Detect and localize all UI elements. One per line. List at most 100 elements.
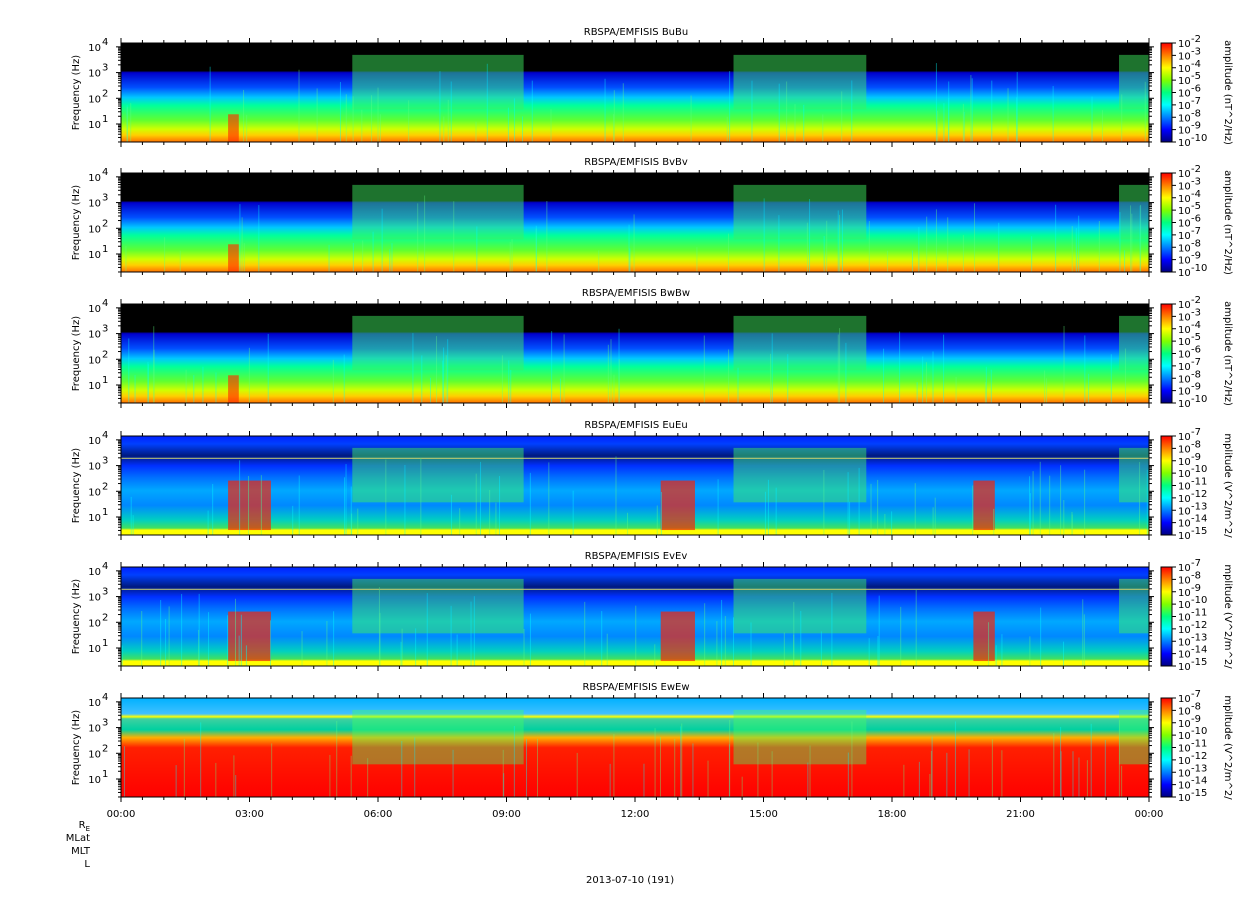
colorbar-tick-exponent: -13 [1191, 501, 1207, 512]
colorbar-tick-exponent: -7 [1191, 226, 1201, 237]
spectral-features [128, 315, 1149, 403]
y-axis-label: Frequency (Hz) [71, 316, 82, 392]
colorbar-tick-exponent: -11 [1191, 739, 1207, 750]
y-tick-label: 10 [88, 120, 101, 131]
panel-title: RBSPA/EMFISIS BvBv [584, 157, 688, 168]
y-tick-label: 10 [88, 513, 101, 524]
y-tick-exponent: 2 [102, 349, 108, 360]
x-axis: 00:00 03:00 06:00 09:00 12:00 15:00 18:00 21:00… [107, 809, 1164, 820]
colorbar-tick-label: 10 [1178, 793, 1191, 804]
colorbar-tick-label: 10 [1178, 399, 1191, 410]
colorbar-tick-label: 10 [1178, 138, 1191, 149]
colorbar-tick-label: 10 [1178, 387, 1191, 398]
colorbar-tick-label: 10 [1178, 662, 1191, 673]
spectrogram-panel-5: RBSPA/EMFISIS EvEv101102103104Frequency … [71, 551, 1233, 673]
colorbar-tick-label: 10 [1178, 89, 1191, 100]
y-tick-exponent: 4 [102, 167, 108, 178]
y-tick-exponent: 1 [102, 638, 108, 649]
colorbar-tick-exponent: -10 [1191, 394, 1207, 405]
colorbar-tick-exponent: -2 [1191, 295, 1201, 306]
colorbar-tick-exponent: -14 [1191, 645, 1207, 656]
colorbar-tick-exponent: -5 [1191, 332, 1201, 343]
colorbar-tick-exponent: -7 [1191, 96, 1201, 107]
colorbar-tick-label: 10 [1178, 219, 1191, 230]
colorbar-label: mplitude (V^2/m^2/ [1222, 433, 1233, 538]
spectral-features [121, 447, 1149, 535]
y-tick-exponent: 4 [102, 430, 108, 441]
spectrogram-panel-1: RBSPA/EMFISIS BuBu101102103104Frequency … [71, 27, 1233, 149]
colorbar-tick-label: 10 [1178, 482, 1191, 493]
colorbar-tick-label: 10 [1178, 519, 1191, 530]
y-axis-label: Frequency (Hz) [71, 710, 82, 786]
colorbar-tick-exponent: -7 [1191, 689, 1201, 700]
y-tick-label: 10 [88, 644, 101, 655]
spectrogram-background [121, 43, 1149, 142]
colorbar-tick-label: 10 [1178, 469, 1191, 480]
colorbar-tick-exponent: -8 [1191, 439, 1201, 450]
ephem-label-l: L [84, 859, 90, 870]
y-tick-exponent: 1 [102, 507, 108, 518]
colorbar-tick-exponent: -10 [1191, 133, 1207, 144]
colorbar-tick-exponent: -12 [1191, 489, 1207, 500]
y-tick-label: 10 [88, 593, 101, 604]
colorbar-tick-label: 10 [1178, 64, 1191, 75]
colorbar-tick-exponent: -10 [1191, 726, 1207, 737]
panel-title: RBSPA/EMFISIS BuBu [584, 27, 688, 38]
y-axis-label: Frequency (Hz) [71, 579, 82, 655]
colorbar-label: mplitude (V^2/m^2/ [1222, 695, 1233, 800]
colorbar-tick-label: 10 [1178, 51, 1191, 62]
colorbar-label: amplitude (nT^2/Hz) [1222, 170, 1233, 275]
y-tick-label: 10 [88, 749, 101, 760]
spectrogram-background [121, 304, 1149, 403]
colorbar-tick-exponent: -9 [1191, 452, 1201, 463]
x-tick-label: 00:00 [107, 809, 136, 820]
date-label: 2013-07-10 (191) [586, 875, 675, 886]
y-tick-label: 10 [88, 224, 101, 235]
colorbar-tick-exponent: -13 [1191, 632, 1207, 643]
y-axis-label: Frequency (Hz) [71, 55, 82, 131]
colorbar-tick-exponent: -9 [1191, 251, 1201, 262]
y-tick-exponent: 3 [102, 193, 108, 204]
colorbar-label: amplitude (nT^2/Hz) [1222, 301, 1233, 406]
spectral-features [125, 184, 1149, 272]
colorbar-tick-exponent: -7 [1191, 357, 1201, 368]
y-tick-exponent: 2 [102, 743, 108, 754]
x-tick-label: 15:00 [749, 809, 778, 820]
y-tick-label: 10 [88, 304, 101, 315]
colorbar-tick-exponent: -10 [1191, 595, 1207, 606]
colorbar-tick-exponent: -5 [1191, 71, 1201, 82]
colorbar-tick-label: 10 [1178, 76, 1191, 87]
colorbar-tick-exponent: -4 [1191, 189, 1201, 200]
y-tick-exponent: 4 [102, 692, 108, 703]
y-tick-exponent: 3 [102, 587, 108, 598]
y-tick-label: 10 [88, 199, 101, 210]
y-tick-label: 10 [88, 487, 101, 498]
ephem-label-mlt: MLT [71, 846, 90, 857]
panel-title: RBSPA/EMFISIS EuEu [584, 420, 687, 431]
x-tick-label: 06:00 [364, 809, 393, 820]
colorbar-tick-exponent: -3 [1191, 46, 1201, 57]
y-tick-label: 10 [88, 250, 101, 261]
colorbar-tick-label: 10 [1178, 531, 1191, 542]
colorbar-tick-label: 10 [1178, 457, 1191, 468]
y-tick-exponent: 1 [102, 244, 108, 255]
y-tick-label: 10 [88, 94, 101, 105]
colorbar-label: mplitude (V^2/m^2/ [1222, 564, 1233, 669]
colorbar-tick-exponent: -7 [1191, 427, 1201, 438]
colorbar-tick-exponent: -5 [1191, 201, 1201, 212]
colorbar-tick-exponent: -8 [1191, 701, 1201, 712]
colorbar-tick-label: 10 [1178, 243, 1191, 254]
colorbar-tick-exponent: -9 [1191, 382, 1201, 393]
y-axis-label: Frequency (Hz) [71, 448, 82, 524]
y-tick-exponent: 1 [102, 375, 108, 386]
colorbar: 10-210-310-410-510-610-710-810-910-10 amp… [1160, 295, 1233, 410]
y-axis-label: Frequency (Hz) [71, 185, 82, 261]
colorbar-tick-label: 10 [1178, 637, 1191, 648]
spectrogram-panel-4: RBSPA/EMFISIS EuEu101102103104Frequency … [71, 420, 1233, 542]
colorbar-tick-label: 10 [1178, 768, 1191, 779]
colorbar-tick-label: 10 [1178, 756, 1191, 767]
